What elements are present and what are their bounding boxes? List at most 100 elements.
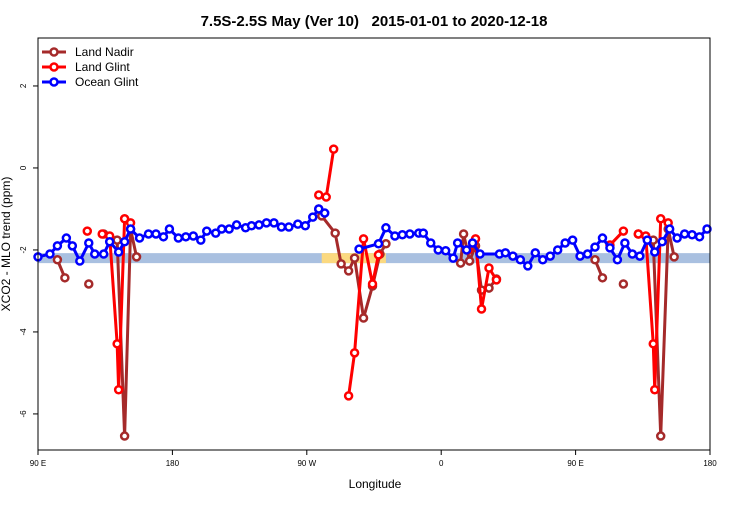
data-point xyxy=(373,250,384,260)
legend-label: Land Nadir xyxy=(75,45,134,59)
data-point xyxy=(210,228,221,238)
data-point xyxy=(560,238,570,248)
data-point xyxy=(300,221,311,231)
data-point xyxy=(61,233,72,243)
data-point xyxy=(657,236,667,247)
data-point xyxy=(284,222,294,232)
data-point xyxy=(440,246,451,256)
data-point xyxy=(649,384,660,395)
data-point xyxy=(433,245,443,255)
y-tick-label: -2 xyxy=(19,246,28,254)
data-point xyxy=(308,212,318,222)
data-point xyxy=(687,230,697,240)
legend-marker xyxy=(49,47,59,57)
data-point xyxy=(702,224,712,234)
x-axis-label: Longitude xyxy=(349,477,402,491)
data-point xyxy=(476,304,487,314)
plot-frame xyxy=(37,37,711,451)
data-point xyxy=(679,229,690,239)
data-point xyxy=(319,208,330,218)
data-point xyxy=(354,244,364,254)
data-point xyxy=(672,233,682,243)
data-point xyxy=(620,238,630,248)
data-point xyxy=(84,238,94,248)
data-point xyxy=(104,236,115,247)
data-point xyxy=(648,339,659,349)
data-point xyxy=(84,279,94,289)
data-point xyxy=(328,144,339,154)
data-point xyxy=(52,255,63,265)
data-point xyxy=(181,232,191,242)
data-point xyxy=(455,258,466,268)
data-point xyxy=(134,233,145,243)
data-point xyxy=(349,253,360,263)
y-axis-label: XCO2 - MLO trend (ppm) xyxy=(0,177,13,312)
data-point xyxy=(216,224,227,234)
data-point xyxy=(508,251,518,261)
data-point xyxy=(112,339,122,349)
data-point xyxy=(655,431,666,441)
data-point xyxy=(113,384,124,395)
legend-label: Ocean Glint xyxy=(75,75,139,89)
data-point xyxy=(425,238,436,248)
data-point xyxy=(669,252,679,262)
data-point xyxy=(158,232,169,242)
data-point xyxy=(633,229,644,239)
data-point xyxy=(627,249,638,259)
data-point xyxy=(381,239,391,249)
legend-label: Land Glint xyxy=(75,60,130,74)
data-point xyxy=(143,229,154,239)
data-point xyxy=(367,279,378,289)
data-point xyxy=(373,239,384,249)
data-point xyxy=(642,235,653,245)
data-point xyxy=(381,223,391,233)
data-point xyxy=(151,229,161,239)
data-point xyxy=(82,226,93,236)
y-tick-label: -6 xyxy=(19,410,28,418)
data-point xyxy=(612,255,623,265)
data-point xyxy=(67,241,78,251)
data-point xyxy=(224,224,234,234)
data-point xyxy=(358,234,369,244)
data-point xyxy=(173,233,184,243)
data-point xyxy=(530,248,541,258)
data-point xyxy=(89,249,100,259)
data-point xyxy=(196,235,206,245)
y-tick-label: 2 xyxy=(19,83,28,88)
legend-marker xyxy=(49,62,59,72)
data-point xyxy=(321,192,331,202)
data-point xyxy=(567,235,578,245)
x-tick-label: 180 xyxy=(703,459,717,468)
data-point xyxy=(119,431,130,441)
data-point xyxy=(60,273,70,283)
data-point xyxy=(336,259,346,269)
x-tick-label: 90 E xyxy=(567,459,583,468)
data-point xyxy=(618,279,629,289)
data-point xyxy=(635,251,645,261)
y-tick-label: 0 xyxy=(19,165,28,170)
data-point xyxy=(119,214,130,224)
x-tick-label: 90 E xyxy=(30,459,46,468)
data-point xyxy=(575,251,585,261)
data-point xyxy=(358,313,369,323)
data-point xyxy=(343,266,354,276)
data-point xyxy=(694,232,705,242)
x-tick-label: 0 xyxy=(439,459,444,468)
data-point xyxy=(276,222,287,232)
data-point xyxy=(597,273,608,283)
data-point xyxy=(125,224,136,234)
data-point xyxy=(313,204,324,214)
data-point xyxy=(582,249,593,259)
data-point xyxy=(269,218,279,228)
series-line xyxy=(101,148,669,397)
data-point xyxy=(448,253,458,263)
data-point xyxy=(475,249,485,259)
data-point xyxy=(131,252,142,262)
data-point xyxy=(188,231,199,241)
data-point xyxy=(97,229,107,239)
data-point xyxy=(254,220,264,230)
data-point xyxy=(113,247,124,257)
data-point xyxy=(397,230,408,240)
data-point xyxy=(201,226,212,236)
